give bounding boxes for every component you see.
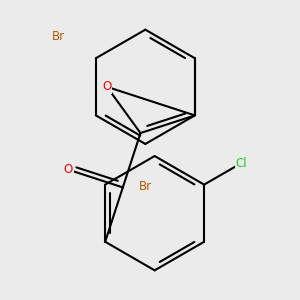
Text: O: O (102, 80, 112, 93)
Text: O: O (64, 163, 73, 176)
Text: Cl: Cl (236, 157, 247, 170)
Text: Br: Br (52, 30, 65, 43)
Text: Br: Br (139, 180, 152, 193)
